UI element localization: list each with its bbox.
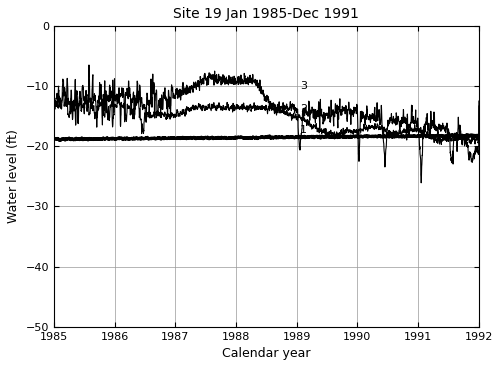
Title: Site 19 Jan 1985-Dec 1991: Site 19 Jan 1985-Dec 1991 bbox=[174, 7, 360, 21]
Text: 1: 1 bbox=[300, 125, 307, 135]
X-axis label: Calendar year: Calendar year bbox=[222, 347, 310, 360]
Text: 2: 2 bbox=[300, 104, 307, 114]
Text: 3: 3 bbox=[300, 81, 307, 91]
Y-axis label: Water level (ft): Water level (ft) bbox=[7, 130, 20, 224]
